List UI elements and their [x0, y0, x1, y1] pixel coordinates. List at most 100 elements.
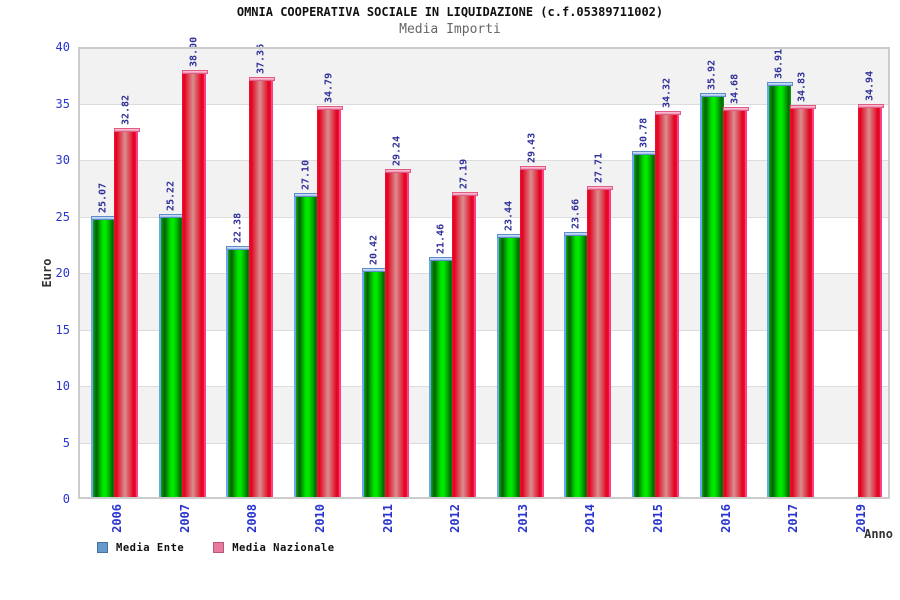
- bar-media-ente-2014: [564, 231, 591, 499]
- bar-cap-pink: [249, 76, 276, 81]
- plot-band: [78, 386, 890, 443]
- bar-cap-pink: [587, 185, 614, 190]
- bar-cap-pink: [114, 128, 140, 133]
- bar-media-nazionale-2014: [587, 185, 614, 499]
- legend-label-media-ente: Media Ente: [116, 541, 185, 554]
- bar-value-label-media-nazionale-2016: 34.68: [729, 74, 741, 105]
- x-tick-label-2012: 2012: [448, 504, 463, 533]
- bar-media-nazionale-2013: [519, 166, 546, 499]
- bar-value-label-media-nazionale-2008: 37.36: [255, 43, 267, 74]
- bar-media-nazionale-2012: [452, 191, 479, 499]
- gridline-15: [78, 329, 890, 331]
- gridline-20: [78, 273, 890, 274]
- bar-cap-pink: [655, 111, 682, 116]
- legend-swatch-media-nazionale-icon: [213, 542, 225, 553]
- bar-value-label-media-nazionale-2017: 34.83: [796, 72, 808, 103]
- bar-media-nazionale-2015: [655, 111, 682, 499]
- x-axis-title: Anno: [864, 527, 893, 541]
- bar-media-ente-2016: [699, 93, 726, 499]
- chart-title: OMNIA COOPERATIVA SOCIALE IN LIQUIDAZION…: [236, 5, 664, 19]
- bar-cap-pink: [722, 107, 749, 112]
- plot-band: [78, 216, 890, 273]
- x-tick-label-2015: 2015: [651, 504, 666, 533]
- y-tick-label-10: 10: [55, 379, 70, 393]
- x-tick-label-2008: 2008: [245, 504, 260, 533]
- x-tick-label-2006: 2006: [110, 504, 124, 533]
- bar-value-label-media-nazionale-2007: 38.00: [188, 36, 200, 67]
- plot-band: [78, 329, 890, 386]
- bar-value-label-media-ente-2010: 27.10: [300, 159, 312, 190]
- y-tick-label-35: 35: [55, 96, 70, 111]
- x-tick-label-2007: 2007: [177, 504, 192, 533]
- y-tick-label-15: 15: [55, 322, 70, 337]
- bar-media-nazionale-2010: [316, 105, 343, 499]
- gridline-5: [78, 442, 890, 444]
- plot-band: [78, 47, 890, 104]
- legend: Media Ente Media Nazionale: [97, 540, 335, 555]
- gridline-35: [78, 103, 890, 105]
- bar-media-nazionale-2017: [790, 105, 817, 499]
- bar-value-label-media-ente-2013: 23.44: [503, 201, 515, 232]
- bar-media-ente-2006: [91, 215, 117, 499]
- gridline-30: [78, 160, 890, 161]
- bar-media-nazionale-2006: [114, 128, 140, 499]
- bar-cap-pink: [181, 69, 208, 74]
- bar-media-ente-2007: [158, 214, 185, 499]
- bar-value-label-media-ente-2015: 30.78: [638, 118, 650, 149]
- x-tick-label-2013: 2013: [515, 504, 530, 533]
- bar-cap-pink: [384, 168, 411, 173]
- bar-media-nazionale-2019: [857, 104, 884, 499]
- bar-value-label-media-nazionale-2011: 29.24: [391, 135, 403, 166]
- bar-media-nazionale-2008: [249, 76, 276, 499]
- plot-band: [78, 273, 890, 330]
- bar-cap-pink: [452, 191, 479, 196]
- bar-value-label-media-ente-2017: 36.91: [773, 48, 785, 79]
- y-tick-label-25: 25: [55, 209, 70, 224]
- bar-value-label-media-ente-2016: 35.92: [706, 59, 718, 91]
- bar-value-label-media-nazionale-2010: 34.79: [323, 72, 335, 103]
- gridline-10: [78, 386, 890, 387]
- bar-media-ente-2013: [496, 234, 523, 499]
- x-tick-label-2010: 2010: [312, 504, 327, 533]
- bar-media-ente-2012: [429, 256, 456, 499]
- bar-media-ente-2008: [226, 246, 253, 499]
- bar-value-label-media-nazionale-2019: 34.94: [864, 71, 876, 102]
- bar-media-ente-2010: [293, 192, 320, 499]
- x-tick-label-2016: 2016: [718, 504, 733, 533]
- x-tick-label-2017: 2017: [786, 504, 801, 533]
- bar-value-label-media-ente-2008: 22.38: [232, 212, 244, 244]
- legend-swatch-media-ente-icon: [97, 542, 108, 553]
- bar-cap-pink: [857, 104, 884, 109]
- bar-cap-blue: [699, 93, 726, 98]
- y-tick-label-20: 20: [55, 266, 70, 280]
- bar-value-label-media-nazionale-2006: 32.82: [120, 95, 132, 126]
- bar-media-ente-2011: [361, 268, 388, 499]
- y-tick-label-0: 0: [62, 492, 70, 506]
- bar-cap-pink: [316, 105, 343, 110]
- bar-value-label-media-ente-2007: 25.22: [165, 180, 177, 211]
- y-tick-label-5: 5: [62, 435, 70, 450]
- bar-media-nazionale-2011: [384, 168, 411, 499]
- legend-label-media-nazionale: Media Nazionale: [232, 541, 335, 554]
- x-tick-label-2014: 2014: [583, 504, 598, 533]
- bar-media-ente-2017: [767, 81, 794, 499]
- bar-value-label-media-ente-2014: 23.66: [570, 198, 582, 229]
- plot-band: [78, 442, 890, 499]
- bar-value-label-media-nazionale-2013: 29.43: [526, 133, 538, 164]
- plot-band: [78, 160, 890, 217]
- y-axis-title: Euro: [40, 258, 54, 288]
- chart-subtitle: Media Importi: [399, 22, 501, 37]
- bar-media-ente-2015: [632, 151, 659, 499]
- bar-cap-pink: [790, 105, 817, 110]
- bar-media-nazionale-2007: [181, 69, 208, 499]
- bar-value-label-media-ente-2011: 20.42: [368, 235, 380, 266]
- bar-media-nazionale-2016: [722, 107, 749, 499]
- gridline-25: [78, 216, 890, 218]
- bar-value-label-media-ente-2006: 25.07: [97, 182, 109, 213]
- bar-value-label-media-nazionale-2015: 34.32: [661, 78, 673, 109]
- bar-value-label-media-ente-2012: 21.46: [435, 223, 447, 254]
- bar-value-label-media-nazionale-2012: 27.19: [458, 158, 470, 189]
- y-tick-label-40: 40: [55, 40, 70, 54]
- bar-cap-blue: [767, 81, 794, 86]
- bar-cap-pink: [519, 166, 546, 171]
